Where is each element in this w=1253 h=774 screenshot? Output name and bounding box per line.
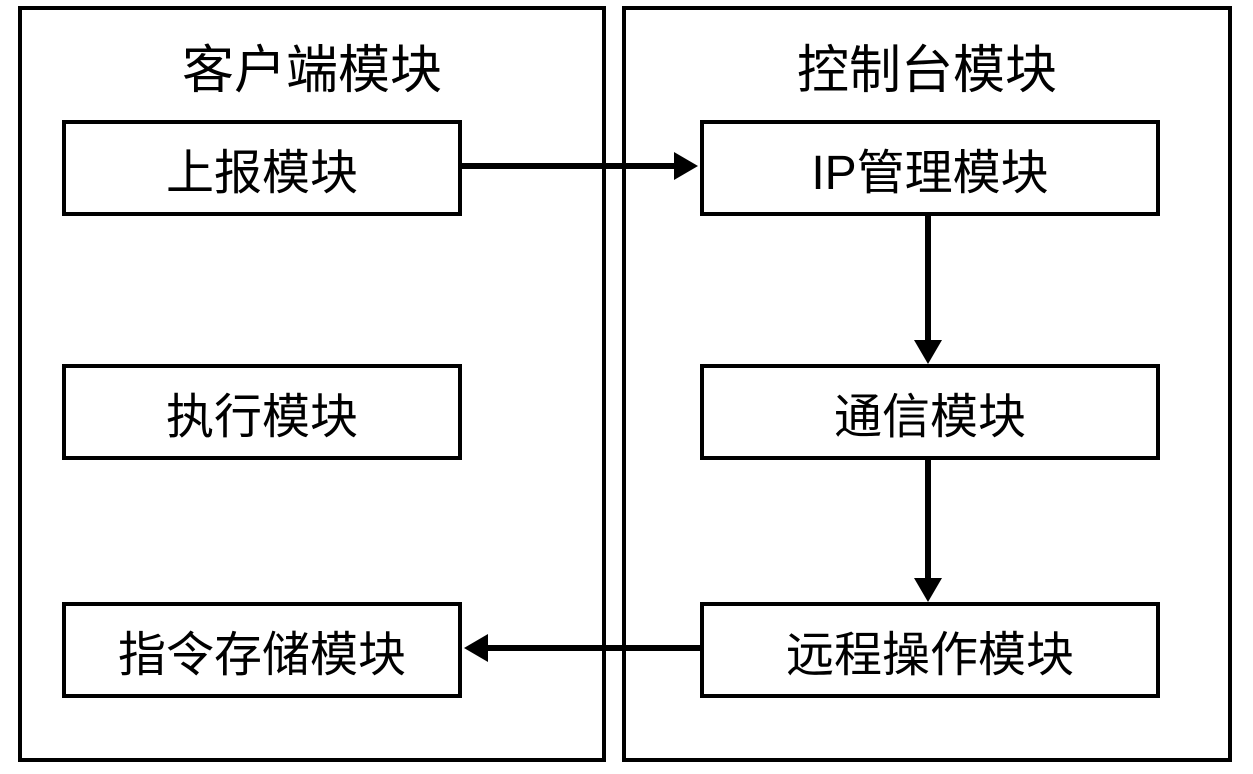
arrow-remoteop-to-cmdstore bbox=[486, 645, 700, 651]
remote-op-module-node: 远程操作模块 bbox=[700, 602, 1160, 698]
arrow-head-ipmgmt-to-comm bbox=[914, 340, 942, 364]
arrow-comm-to-remoteop bbox=[925, 460, 931, 580]
arrow-report-to-ipmgmt bbox=[462, 163, 676, 169]
comm-module-label: 通信模块 bbox=[834, 377, 1026, 447]
arrow-head-remoteop-to-cmdstore bbox=[464, 634, 488, 662]
comm-module-node: 通信模块 bbox=[700, 364, 1160, 460]
report-module-node: 上报模块 bbox=[62, 120, 462, 216]
report-module-label: 上报模块 bbox=[166, 133, 358, 203]
cmd-store-module-label: 指令存储模块 bbox=[118, 615, 406, 685]
arrow-head-report-to-ipmgmt bbox=[674, 152, 698, 180]
arrow-head-comm-to-remoteop bbox=[914, 578, 942, 602]
ip-mgmt-module-node: IP管理模块 bbox=[700, 120, 1160, 216]
remote-op-module-label: 远程操作模块 bbox=[786, 615, 1074, 685]
arrow-ipmgmt-to-comm bbox=[925, 216, 931, 342]
execute-module-node: 执行模块 bbox=[62, 364, 462, 460]
execute-module-label: 执行模块 bbox=[166, 377, 358, 447]
console-module-title: 控制台模块 bbox=[626, 10, 1228, 115]
client-module-title: 客户端模块 bbox=[22, 10, 602, 115]
ip-mgmt-module-label: IP管理模块 bbox=[811, 133, 1048, 203]
cmd-store-module-node: 指令存储模块 bbox=[62, 602, 462, 698]
